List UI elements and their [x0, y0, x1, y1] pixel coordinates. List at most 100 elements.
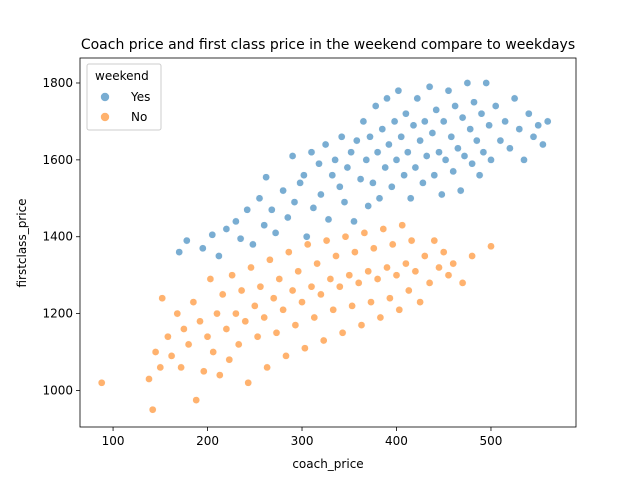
point-no-8 [173, 309, 182, 318]
point-yes-1 [182, 236, 191, 245]
point-yes-65 [422, 152, 431, 160]
point-no-36 [266, 255, 274, 264]
point-no-83 [416, 298, 424, 306]
point-no-53 [319, 336, 328, 345]
point-yes-41 [366, 132, 374, 141]
point-yes-24 [315, 159, 323, 168]
point-yes-28 [328, 171, 337, 180]
point-no-46 [298, 298, 306, 306]
point-yes-80 [458, 113, 467, 122]
point-yes-76 [449, 167, 458, 176]
point-yes-0 [175, 248, 184, 256]
point-yes-88 [477, 109, 486, 118]
point-no-47 [301, 344, 309, 353]
y-tick-label-1000: 1000 [42, 383, 73, 397]
x-tick-label-500: 500 [480, 434, 503, 448]
point-yes-70 [435, 148, 443, 157]
point-no-30 [247, 263, 255, 272]
point-no-40 [279, 305, 287, 314]
point-no-29 [244, 378, 253, 387]
point-no-71 [376, 313, 385, 322]
point-no-18 [209, 348, 218, 356]
point-yes-15 [279, 186, 287, 195]
point-no-82 [411, 267, 420, 276]
point-yes-53 [394, 86, 403, 95]
point-no-9 [177, 363, 185, 372]
point-no-57 [332, 252, 340, 260]
point-yes-79 [456, 186, 465, 195]
point-no-80 [404, 286, 413, 295]
point-yes-94 [496, 136, 505, 145]
y-tick-label-1200: 1200 [42, 307, 73, 321]
point-no-14 [196, 317, 204, 326]
points-layer [97, 79, 552, 414]
point-yes-74 [444, 86, 453, 95]
point-no-62 [348, 302, 356, 310]
legend-title: weekend [95, 69, 149, 83]
x-axis-label: coach_price [292, 457, 363, 471]
point-yes-34 [347, 148, 355, 157]
legend-marker-yes [100, 92, 110, 102]
point-yes-14 [271, 229, 280, 237]
point-yes-46 [378, 125, 387, 133]
point-yes-66 [425, 82, 434, 91]
point-no-45 [294, 267, 303, 276]
point-no-3 [151, 348, 160, 356]
point-yes-32 [340, 198, 349, 206]
x-tick-label-200: 200 [196, 434, 219, 448]
point-yes-48 [383, 94, 391, 103]
point-yes-62 [416, 136, 424, 145]
point-yes-93 [491, 102, 500, 110]
point-yes-60 [411, 163, 420, 172]
point-no-90 [449, 259, 458, 268]
point-yes-98 [515, 125, 524, 133]
point-no-70 [373, 275, 382, 283]
point-yes-11 [260, 221, 269, 230]
point-no-49 [307, 282, 316, 291]
point-yes-56 [402, 109, 410, 118]
point-yes-4 [215, 252, 223, 260]
point-no-23 [225, 355, 234, 364]
point-yes-8 [243, 205, 252, 214]
point-no-60 [341, 232, 350, 241]
point-no-25 [232, 309, 240, 318]
point-yes-29 [331, 156, 339, 164]
point-no-41 [282, 352, 290, 360]
point-no-67 [364, 267, 373, 276]
point-no-12 [189, 298, 198, 306]
point-no-27 [237, 286, 246, 295]
point-yes-47 [381, 163, 390, 172]
point-no-93 [487, 242, 495, 251]
point-yes-3 [208, 230, 217, 239]
point-yes-73 [441, 156, 450, 164]
point-no-69 [369, 244, 378, 253]
point-no-81 [407, 236, 416, 245]
point-yes-101 [529, 132, 538, 141]
point-no-19 [213, 309, 221, 318]
point-no-15 [199, 367, 208, 376]
point-yes-44 [373, 148, 382, 157]
point-yes-69 [432, 106, 441, 114]
legend-marker-no [100, 112, 110, 122]
point-no-78 [398, 221, 407, 230]
point-no-79 [402, 259, 410, 268]
point-no-51 [313, 259, 321, 268]
point-yes-43 [371, 102, 380, 110]
point-no-4 [156, 363, 165, 372]
point-yes-52 [392, 156, 401, 164]
point-no-33 [256, 282, 265, 291]
point-no-38 [272, 328, 281, 337]
point-yes-17 [288, 152, 297, 160]
point-no-72 [379, 225, 388, 233]
point-yes-36 [352, 136, 361, 145]
point-no-11 [184, 340, 193, 349]
point-no-59 [338, 328, 347, 337]
point-yes-33 [343, 163, 352, 172]
y-tick-label-1800: 1800 [42, 76, 73, 90]
point-no-65 [357, 321, 366, 329]
point-yes-30 [335, 182, 344, 191]
point-no-16 [203, 332, 212, 341]
point-no-42 [284, 248, 293, 256]
point-yes-83 [466, 125, 475, 133]
point-no-61 [345, 271, 354, 280]
